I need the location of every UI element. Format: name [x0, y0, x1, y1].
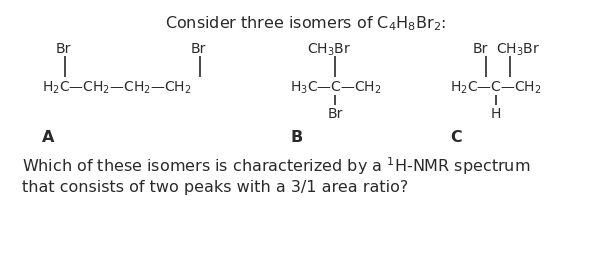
Text: CH$_3$Br: CH$_3$Br: [496, 42, 540, 58]
Text: Consider three isomers of C$_4$H$_8$Br$_2$:: Consider three isomers of C$_4$H$_8$Br$_…: [165, 14, 447, 33]
Text: H$_3$C—C—CH$_2$: H$_3$C—C—CH$_2$: [290, 80, 382, 96]
Text: A: A: [42, 130, 54, 145]
Text: B: B: [290, 130, 302, 145]
Text: Br: Br: [190, 42, 206, 56]
Text: that consists of two peaks with a 3/1 area ratio?: that consists of two peaks with a 3/1 ar…: [22, 180, 408, 195]
Text: H$_2$C—CH$_2$—CH$_2$—CH$_2$: H$_2$C—CH$_2$—CH$_2$—CH$_2$: [42, 80, 192, 96]
Text: H: H: [491, 107, 501, 121]
Text: CH$_3$Br: CH$_3$Br: [307, 42, 351, 58]
Text: H$_2$C—C—CH$_2$: H$_2$C—C—CH$_2$: [450, 80, 542, 96]
Text: C: C: [450, 130, 461, 145]
Text: Which of these isomers is characterized by a $^1$H-NMR spectrum: Which of these isomers is characterized …: [22, 155, 531, 177]
Text: Br: Br: [327, 107, 343, 121]
Text: Br: Br: [55, 42, 71, 56]
Text: Br: Br: [472, 42, 488, 56]
